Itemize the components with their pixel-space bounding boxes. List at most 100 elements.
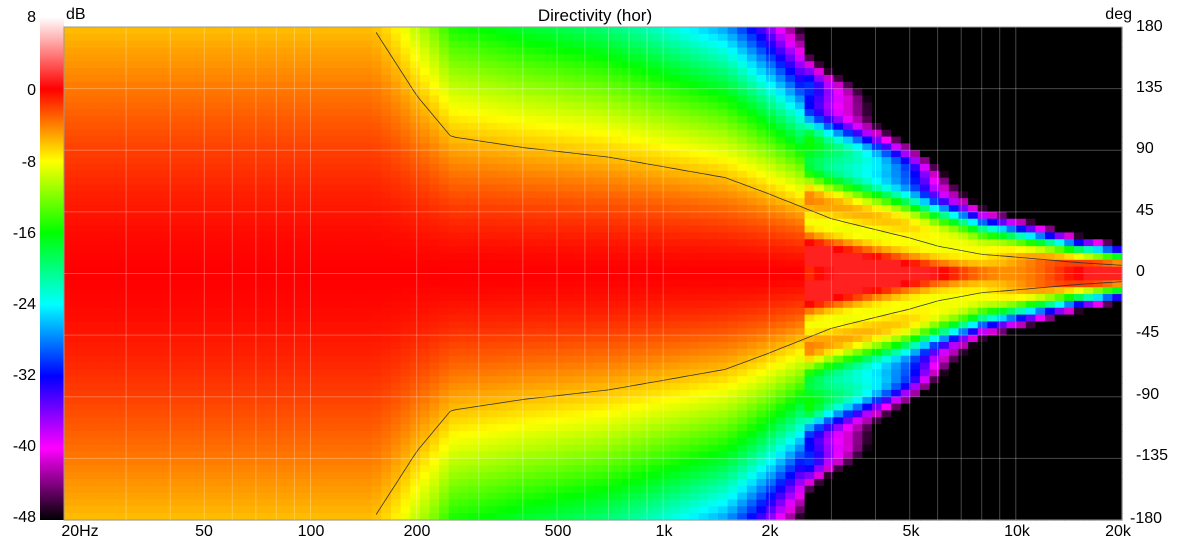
- heatmap-cell: [602, 232, 613, 240]
- heatmap-cell: [419, 300, 431, 309]
- heatmap-cell: [679, 513, 690, 521]
- heatmap-cell: [323, 54, 334, 62]
- heatmap-cell: [708, 143, 719, 151]
- heatmap-cell: [73, 54, 84, 62]
- heatmap-cell: [477, 129, 488, 138]
- heatmap-cell: [294, 294, 306, 302]
- heatmap-cell: [131, 239, 142, 247]
- heatmap-cell: [698, 88, 710, 97]
- heatmap-cell: [679, 458, 690, 466]
- heatmap-cell: [458, 74, 469, 83]
- heatmap-cell: [227, 417, 238, 425]
- heatmap-cell: [352, 170, 363, 179]
- heatmap-cell: [294, 362, 306, 370]
- heatmap-cell: [641, 273, 652, 281]
- heatmap-cell: [314, 163, 325, 172]
- heatmap-cell: [73, 61, 84, 69]
- heatmap-cell: [467, 437, 479, 446]
- heatmap-cell: [573, 478, 584, 487]
- heatmap-cell: [371, 321, 382, 329]
- heatmap-cell: [400, 54, 411, 62]
- heatmap-cell: [535, 430, 546, 439]
- heatmap-cell: [160, 389, 171, 398]
- heatmap-cell: [323, 492, 334, 501]
- heatmap-cell: [573, 116, 584, 124]
- heatmap-cell: [602, 417, 613, 425]
- heatmap-cell: [573, 369, 584, 377]
- heatmap-cell: [669, 451, 681, 459]
- heatmap-cell: [612, 252, 623, 261]
- heatmap-cell: [150, 143, 161, 151]
- heatmap-cell: [506, 389, 517, 398]
- heatmap-cell: [64, 259, 75, 268]
- heatmap-cell: [612, 355, 623, 364]
- heatmap-cell: [660, 472, 671, 480]
- heatmap-cell: [660, 218, 671, 227]
- heatmap-cell: [381, 280, 392, 288]
- heatmap-cell: [458, 122, 469, 131]
- heatmap-cell: [487, 246, 498, 254]
- heatmap-cell: [544, 163, 556, 172]
- heatmap-cell: [294, 102, 306, 110]
- heatmap-cell: [381, 252, 392, 261]
- heatmap-cell: [698, 225, 710, 234]
- heatmap-cell: [102, 150, 113, 158]
- heatmap-cell: [419, 81, 431, 90]
- heatmap-cell: [708, 451, 719, 459]
- heatmap-cell: [333, 383, 344, 391]
- heatmap-cell: [487, 355, 498, 364]
- heatmap-cell: [169, 335, 181, 343]
- heatmap-cell: [121, 478, 132, 487]
- heatmap-cell: [304, 40, 315, 49]
- heatmap-cell: [487, 143, 498, 151]
- heatmap-cell: [400, 376, 411, 384]
- heatmap-cell: [641, 122, 652, 131]
- heatmap-cell: [467, 109, 479, 117]
- heatmap-cell: [467, 369, 479, 377]
- heatmap-cell: [73, 506, 84, 514]
- heatmap-cell: [227, 150, 238, 158]
- heatmap-cell: [198, 396, 209, 405]
- heatmap-cell: [92, 458, 104, 466]
- heatmap-cell: [304, 205, 315, 213]
- heatmap-cell: [400, 328, 411, 336]
- heatmap-cell: [400, 280, 411, 288]
- heatmap-cell: [467, 163, 479, 172]
- heatmap-cell: [679, 300, 690, 309]
- heatmap-cell: [217, 218, 229, 227]
- heatmap-cell: [602, 68, 613, 76]
- heatmap-cell: [535, 444, 546, 453]
- heatmap-cell: [381, 184, 392, 192]
- heatmap-cell: [525, 54, 536, 62]
- heatmap-cell: [208, 205, 219, 213]
- heatmap-cell: [381, 403, 392, 412]
- heatmap-cell: [265, 239, 277, 247]
- heatmap-cell: [314, 355, 325, 364]
- heatmap-cell: [342, 40, 354, 49]
- heatmap-cell: [400, 191, 411, 199]
- heatmap-cell: [410, 383, 421, 391]
- heatmap-cell: [102, 198, 113, 206]
- heatmap-cell: [698, 27, 710, 35]
- heatmap-cell: [131, 252, 142, 261]
- heatmap-cell: [718, 232, 729, 240]
- heatmap-cell: [333, 74, 344, 83]
- heatmap-cell: [217, 259, 229, 268]
- heatmap-cell: [641, 129, 652, 138]
- heatmap-cell: [246, 143, 257, 151]
- heatmap-cell: [112, 294, 123, 302]
- heatmap-cell: [535, 205, 546, 213]
- heatmap-cell: [304, 376, 315, 384]
- heatmap-cell: [256, 116, 267, 124]
- heatmap-cell: [554, 252, 565, 261]
- heatmap-cell: [698, 81, 710, 90]
- heatmap-cell: [583, 321, 594, 329]
- heatmap-cell: [198, 485, 209, 494]
- heatmap-cell: [602, 465, 613, 473]
- heatmap-cell: [83, 376, 94, 384]
- heatmap-cell: [112, 492, 123, 501]
- heatmap-cell: [650, 95, 661, 103]
- heatmap-cell: [304, 348, 315, 357]
- heatmap-cell: [602, 54, 613, 62]
- heatmap-cell: [131, 424, 142, 432]
